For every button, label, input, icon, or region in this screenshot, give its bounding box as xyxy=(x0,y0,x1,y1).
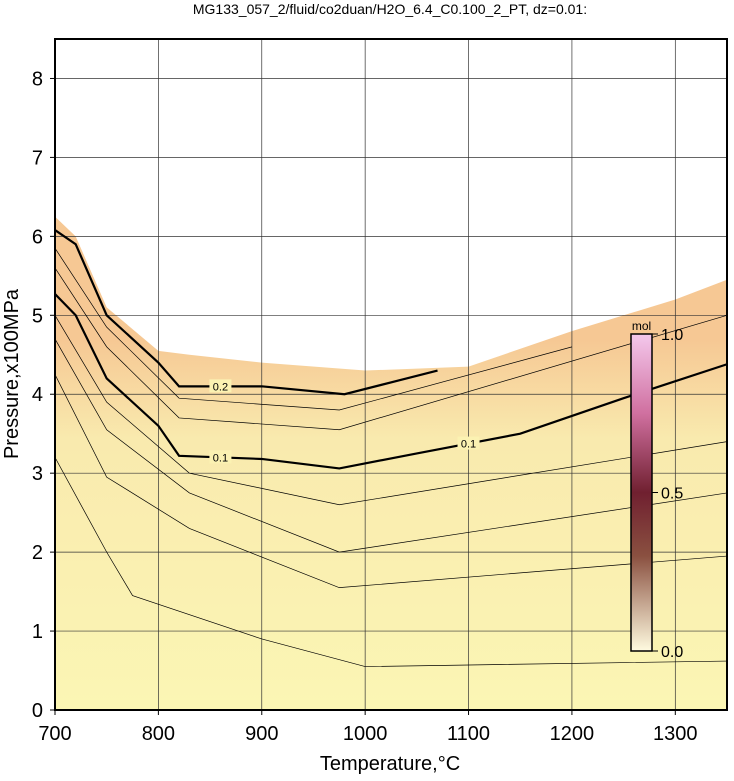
colorbar-tick-label: 0.0 xyxy=(661,644,683,661)
y-tick-label: 3 xyxy=(32,463,43,485)
colorbar-tick-label: 1.0 xyxy=(661,327,683,344)
x-tick-label: 800 xyxy=(142,723,175,745)
contour-label-bg xyxy=(457,436,480,450)
y-tick-label: 6 xyxy=(32,226,43,248)
y-tick-label: 0 xyxy=(32,700,43,722)
x-tick-label: 1200 xyxy=(550,723,595,745)
colorbar xyxy=(630,333,653,652)
colorbar-tick-label: 0.5 xyxy=(661,486,683,503)
contour-label: 0.1 xyxy=(213,452,228,464)
contour-line xyxy=(54,457,728,667)
colorbar-label: mol xyxy=(632,319,651,333)
x-tick-label: 1300 xyxy=(653,723,698,745)
chart-title: MG133_057_2/fluid/co2duan/H2O_6.4_C0.100… xyxy=(193,1,587,17)
y-tick-label: 2 xyxy=(32,542,43,564)
y-tick-label: 4 xyxy=(32,384,43,406)
y-tick-label: 7 xyxy=(32,147,43,169)
x-axis-label: Temperature,°C xyxy=(320,753,460,775)
contour-line xyxy=(54,267,728,431)
x-tick-label: 1100 xyxy=(447,723,490,745)
contour-line xyxy=(54,248,573,411)
y-axis-label: Pressure,x100MPa xyxy=(1,288,23,459)
stable-region xyxy=(55,216,727,710)
x-tick-label: 1000 xyxy=(343,723,388,745)
y-tick-label: 8 xyxy=(32,68,43,90)
plot-frame xyxy=(54,38,728,711)
contour-line xyxy=(54,315,728,506)
x-tick-label: 700 xyxy=(38,723,71,745)
y-tick-label: 5 xyxy=(32,305,43,327)
y-tick-label: 1 xyxy=(32,621,43,643)
contour-label-bg xyxy=(209,450,232,464)
contour-label: 0.1 xyxy=(461,439,476,451)
contour-line xyxy=(54,374,728,588)
x-tick-label: 900 xyxy=(245,723,278,745)
contour-label: 0.2 xyxy=(213,381,228,393)
contour-line xyxy=(54,338,728,553)
contour-line xyxy=(54,293,728,470)
contour-label-bg xyxy=(209,379,232,393)
contour-line xyxy=(54,229,438,396)
